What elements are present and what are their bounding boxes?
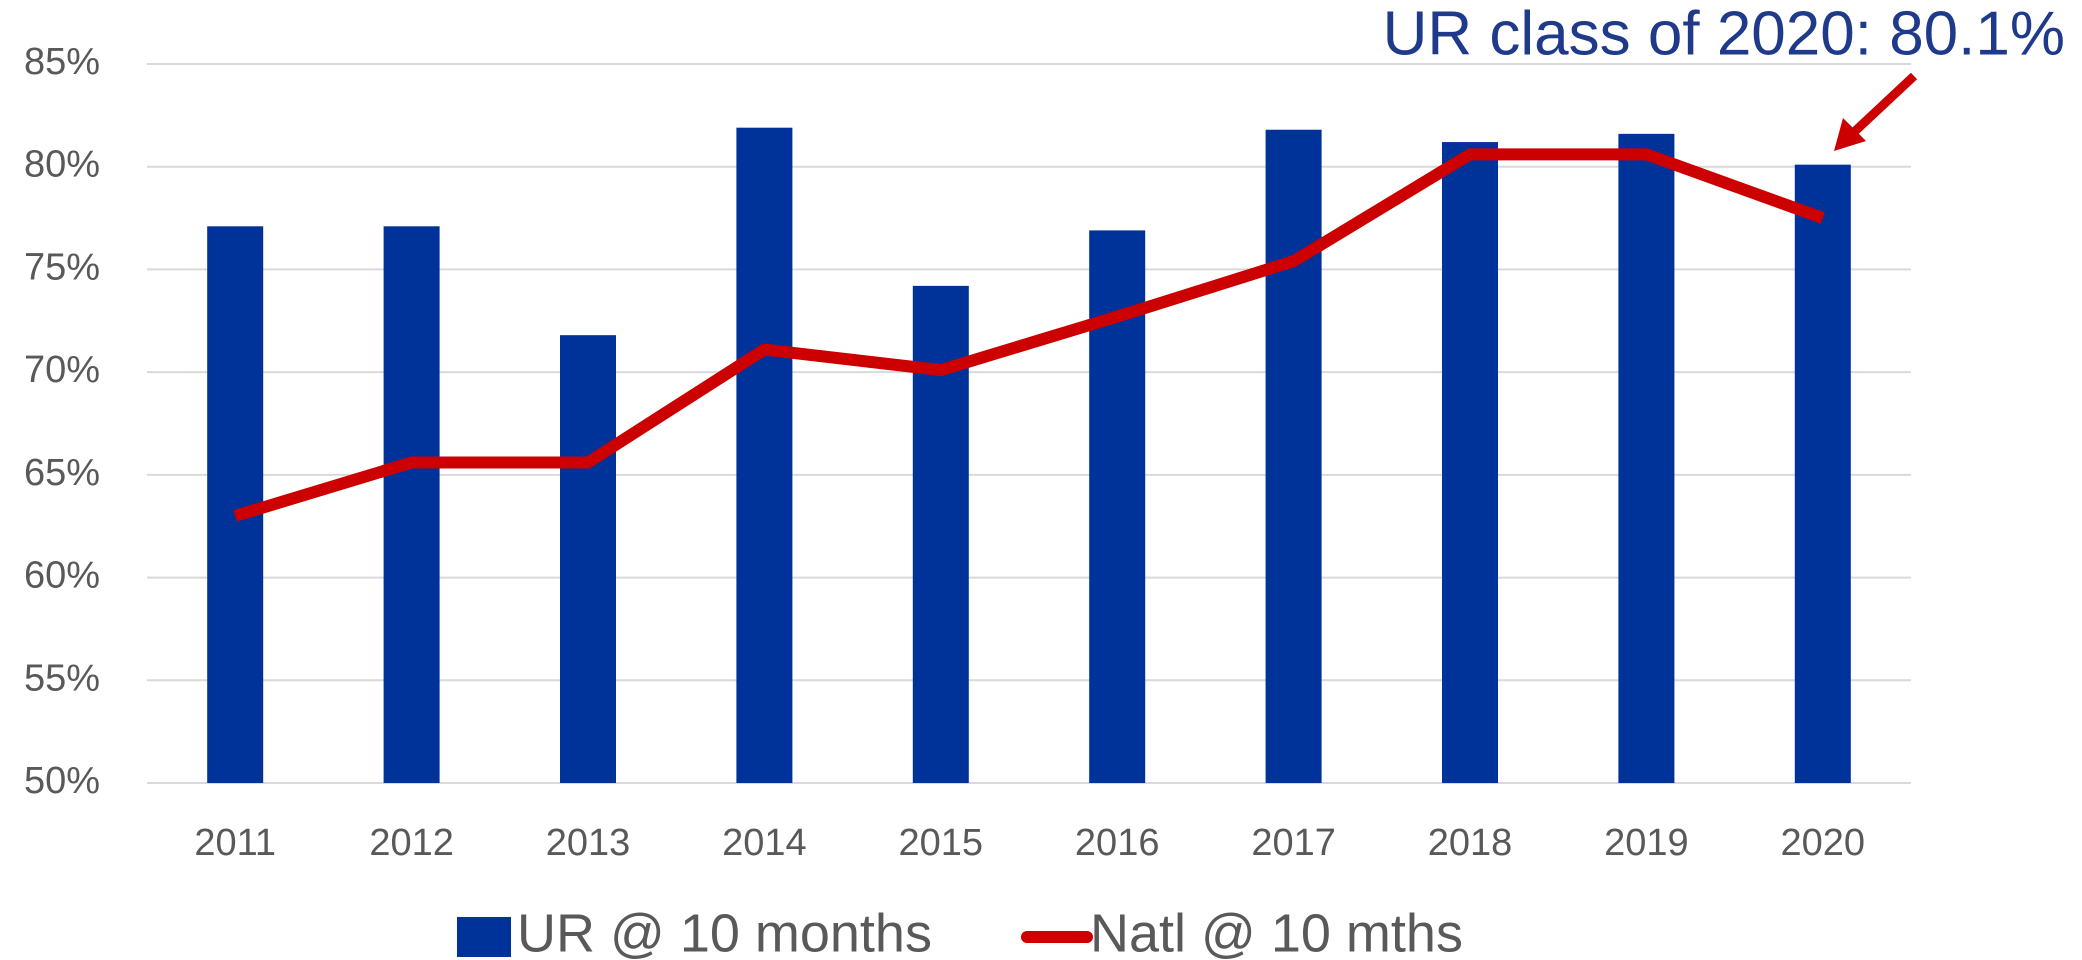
annotation: UR class of 2020: 80.1% bbox=[1383, 0, 2065, 68]
x-tick-label: 2012 bbox=[369, 822, 454, 864]
bar bbox=[1618, 133, 1675, 784]
legend-label: Natl @ 10 mths bbox=[1090, 903, 1463, 960]
x-tick-label: 2016 bbox=[1075, 822, 1160, 864]
x-tick-label: 2013 bbox=[546, 822, 631, 864]
bar bbox=[560, 335, 616, 783]
legend-label: UR @ 10 months bbox=[517, 903, 932, 960]
y-tick-label: 85% bbox=[24, 41, 100, 83]
y-tick-label: 50% bbox=[24, 760, 100, 802]
x-tick-label: 2019 bbox=[1604, 822, 1689, 864]
y-tick-label: 70% bbox=[24, 349, 100, 391]
bar bbox=[1442, 142, 1498, 783]
x-tick-label: 2017 bbox=[1251, 822, 1336, 864]
bar bbox=[736, 127, 793, 783]
y-tick-label: 60% bbox=[24, 555, 100, 597]
bar bbox=[383, 226, 440, 783]
y-tick-label: 65% bbox=[24, 452, 100, 494]
y-tick-label: 55% bbox=[24, 657, 100, 699]
x-tick-label: 2015 bbox=[899, 822, 984, 864]
bar bbox=[1794, 164, 1851, 783]
legend-swatch bbox=[457, 917, 511, 957]
bar bbox=[1265, 129, 1322, 784]
y-tick-label: 80% bbox=[24, 144, 100, 186]
annotation-arrow bbox=[1848, 72, 1918, 138]
x-tick-label: 2020 bbox=[1781, 822, 1866, 864]
x-tick-label: 2011 bbox=[194, 822, 276, 864]
annotation-arrowhead bbox=[1834, 118, 1866, 151]
x-tick-label: 2014 bbox=[722, 822, 807, 864]
line bbox=[233, 148, 1825, 522]
x-tick-label: 2018 bbox=[1428, 822, 1513, 864]
y-tick-label: 75% bbox=[24, 246, 100, 288]
